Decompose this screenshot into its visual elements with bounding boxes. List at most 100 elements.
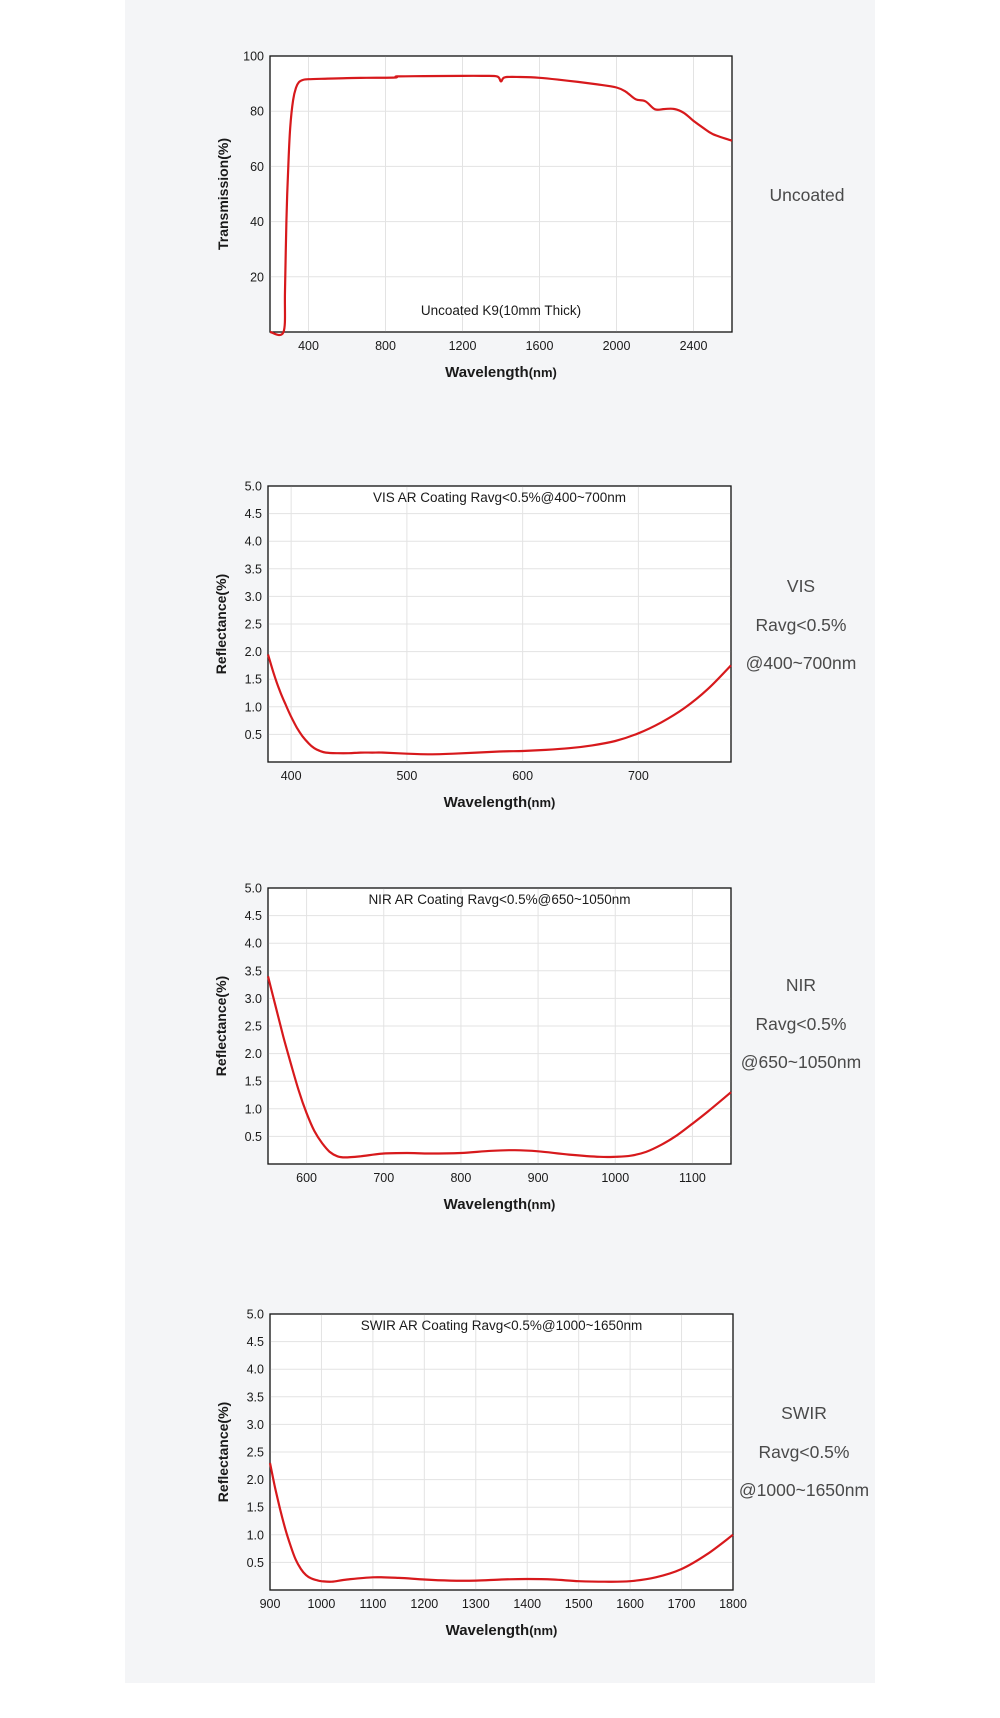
y-tick-label: 40 — [250, 215, 264, 229]
y-tick-label: 4.0 — [245, 535, 262, 549]
side-label-line: Uncoated — [769, 184, 845, 205]
series-line-1 — [269, 74, 733, 337]
chart-title: SWIR AR Coating Ravg<0.5%@1000~1650nm — [361, 1318, 643, 1333]
x-axis-label: Wavelength(nm) — [446, 1622, 558, 1639]
x-tick-label: 1000 — [308, 1597, 336, 1611]
x-tick-label: 1800 — [719, 1597, 747, 1611]
series-line-1 — [266, 654, 732, 756]
y-tick-label: 1.5 — [245, 673, 262, 687]
x-tick-label: 1100 — [679, 1171, 706, 1185]
x-tick-label: 700 — [373, 1171, 394, 1185]
y-tick-label: 1.5 — [245, 1075, 262, 1089]
x-tick-label: 700 — [628, 769, 649, 783]
x-tick-label: 400 — [298, 339, 319, 353]
x-axis-label: Wavelength(nm) — [445, 364, 557, 381]
side-label-line: Ravg<0.5% — [755, 614, 847, 635]
y-tick-label: 3.5 — [247, 1390, 264, 1404]
side-label-line: @1000~1650nm — [738, 1480, 870, 1501]
y-tick-label: 1.0 — [245, 1102, 262, 1116]
x-tick-label: 600 — [296, 1171, 317, 1185]
y-tick-label: 0.5 — [247, 1556, 264, 1570]
plot-frame — [269, 1313, 734, 1591]
y-tick-label: 3.5 — [245, 562, 262, 576]
y-tick-label: 3.0 — [245, 992, 262, 1006]
y-tick-label: 20 — [250, 270, 264, 284]
x-tick-label: 800 — [450, 1171, 471, 1185]
x-tick-label: 900 — [528, 1171, 549, 1185]
x-tick-label: 1200 — [410, 1597, 438, 1611]
y-tick-label: 4.0 — [245, 937, 262, 951]
y-axis-label: Reflectance(%) — [213, 574, 229, 674]
side-label-line: SWIR — [781, 1403, 827, 1424]
x-tick-label: 1600 — [616, 1597, 644, 1611]
x-tick-label: 800 — [375, 339, 396, 353]
series-line-1 — [268, 1462, 734, 1583]
x-tick-label: 600 — [512, 769, 533, 783]
y-tick-label: 1.0 — [247, 1528, 264, 1542]
y-tick-label: 5.0 — [245, 480, 262, 494]
x-axis-label: Wavelength(nm) — [444, 794, 556, 811]
side-label-swir: SWIR Ravg<0.5% @1000~1650nm — [704, 1394, 904, 1510]
plot-area — [269, 55, 733, 333]
side-label-line: NIR — [785, 975, 817, 996]
y-tick-label: 2.0 — [245, 645, 262, 659]
x-tick-label: 1300 — [462, 1597, 490, 1611]
y-tick-label: 2.0 — [245, 1047, 262, 1061]
chart-vis-reflectance: 400 500 600 700 0.5 1.0 1.5 2.0 2.5 3.0 3.5 4.0 4.5 5… — [213, 480, 732, 811]
x-tick-label: 1700 — [668, 1597, 696, 1611]
x-tick-label: 1600 — [526, 339, 554, 353]
plot-frame — [269, 55, 733, 333]
y-axis-label: Reflectance(%) — [215, 1402, 231, 1502]
x-tick-label: 1100 — [359, 1597, 386, 1611]
y-tick-label: 0.5 — [245, 728, 262, 742]
side-label-vis: VIS Ravg<0.5% @400~700nm — [701, 567, 901, 683]
chart-nir-reflectance: 600 700 800 900 1000 1100 0.5 1.0 1.5 2.0 2.5 3.0 3.… — [213, 882, 732, 1213]
chart-uncoated-transmission: 400 800 1200 1600 2000 2400 20 40 60 80 100 Wavelen… — [215, 50, 733, 381]
y-tick-label: 0.5 — [245, 1130, 262, 1144]
side-label-line: @400~700nm — [745, 653, 857, 674]
y-tick-label: 3.0 — [245, 590, 262, 604]
y-tick-label: 4.0 — [247, 1363, 264, 1377]
chart-title: VIS AR Coating Ravg<0.5%@400~700nm — [373, 490, 626, 505]
plot-frame — [267, 887, 732, 1165]
chart-title: NIR AR Coating Ravg<0.5%@650~1050nm — [368, 892, 630, 907]
x-axis-label: Wavelength(nm) — [444, 1196, 556, 1213]
side-label-nir: NIR Ravg<0.5% @650~1050nm — [701, 966, 901, 1082]
y-tick-label: 1.0 — [245, 700, 262, 714]
y-tick-label: 3.0 — [247, 1418, 264, 1432]
side-label-line: Ravg<0.5% — [758, 1441, 850, 1462]
y-tick-label: 2.5 — [245, 1020, 262, 1034]
y-tick-label: 2.5 — [247, 1446, 264, 1460]
x-tick-label: 1000 — [601, 1171, 629, 1185]
x-tick-label: 400 — [281, 769, 302, 783]
x-tick-label: 1500 — [565, 1597, 593, 1611]
plot-frame — [267, 485, 732, 763]
y-tick-label: 2.5 — [245, 618, 262, 632]
y-tick-label: 5.0 — [247, 1308, 264, 1322]
series-line-1 — [266, 976, 732, 1159]
x-tick-label: 1200 — [449, 339, 477, 353]
y-tick-label: 1.5 — [247, 1501, 264, 1515]
side-label-uncoated: Uncoated — [707, 176, 907, 215]
y-tick-label: 80 — [250, 105, 264, 119]
chart-swir-reflectance: 900 1000 1100 1200 1300 1400 1500 1600 1700 1800 0… — [215, 1308, 747, 1640]
chart-title: Uncoated K9(10mm Thick) — [421, 303, 581, 318]
y-tick-label: 5.0 — [245, 882, 262, 896]
y-tick-label: 2.0 — [247, 1473, 264, 1487]
x-tick-label: 2000 — [603, 339, 631, 353]
x-tick-label: 2400 — [680, 339, 708, 353]
y-tick-label: 60 — [250, 160, 264, 174]
y-tick-label: 3.5 — [245, 964, 262, 978]
x-tick-label: 1400 — [513, 1597, 541, 1611]
side-label-line: Ravg<0.5% — [755, 1013, 847, 1034]
y-tick-label: 100 — [243, 50, 264, 64]
x-tick-label: 500 — [396, 769, 417, 783]
x-tick-label: 900 — [260, 1597, 281, 1611]
y-axis-label: Transmission(%) — [215, 138, 231, 250]
side-label-line: @650~1050nm — [740, 1052, 862, 1073]
side-label-line: VIS — [786, 576, 816, 597]
y-tick-label: 4.5 — [245, 909, 262, 923]
y-tick-label: 4.5 — [247, 1335, 264, 1349]
y-axis-label: Reflectance(%) — [213, 976, 229, 1076]
y-tick-label: 4.5 — [245, 507, 262, 521]
